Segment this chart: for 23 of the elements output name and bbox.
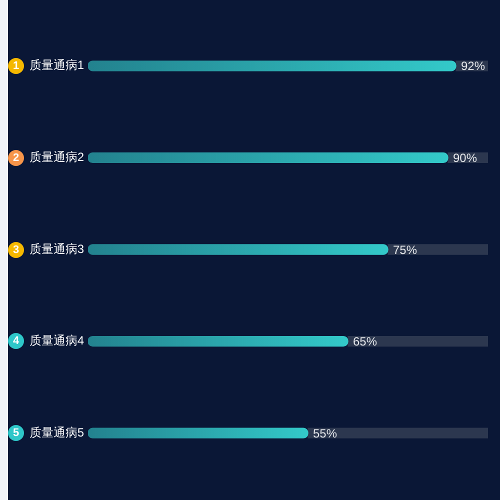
y-tick-label: 质量通病4	[29, 334, 84, 348]
number-badge: 5	[8, 425, 24, 442]
bar	[88, 336, 348, 347]
y-tick-label: 质量通病2	[29, 150, 84, 164]
data-label: 75%	[393, 242, 418, 257]
data-label: 90%	[453, 151, 478, 166]
number-badge: 1	[8, 58, 24, 74]
y-tick-label: 质量通病3	[29, 242, 84, 256]
bar	[88, 60, 456, 72]
bar	[348, 336, 488, 347]
bar	[308, 428, 488, 438]
y-tick-label: 质量通病5	[29, 425, 84, 440]
data-label: 55%	[313, 426, 338, 440]
number-badge: 2	[8, 150, 24, 166]
bar	[88, 428, 308, 438]
bar	[388, 244, 488, 255]
number-badge: 4	[8, 333, 24, 350]
bar	[88, 152, 448, 164]
number-badge: 3	[8, 242, 24, 258]
y-tick-label: 质量通病1	[29, 58, 84, 72]
bar	[88, 244, 388, 255]
data-label: 92%	[461, 59, 486, 74]
data-label: 65%	[353, 334, 378, 349]
